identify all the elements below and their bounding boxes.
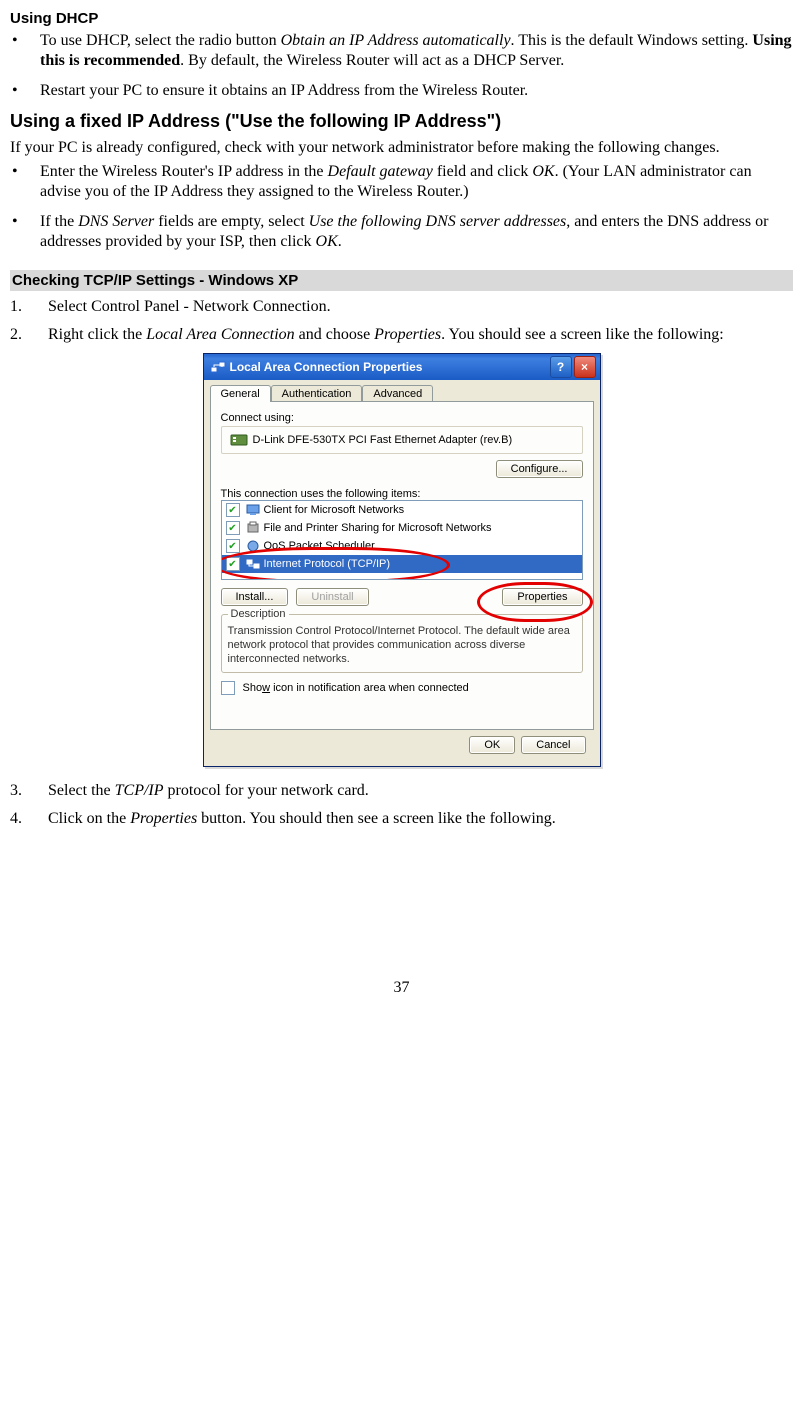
adapter-name: D-Link DFE-530TX PCI Fast Ethernet Adapt…: [253, 434, 513, 446]
title-text: Local Area Connection Properties: [230, 360, 548, 374]
items-listbox[interactable]: ✔ Client for Microsoft Networks ✔ File a…: [221, 500, 583, 580]
checkbox-icon[interactable]: ✔: [226, 521, 240, 535]
text: . You should see a screen like the follo…: [441, 326, 724, 343]
bullet-fixed-1: Enter the Wireless Router's IP address i…: [10, 162, 793, 202]
text: Restart your PC to ensure it obtains an …: [40, 82, 528, 99]
bullet-dhcp-1: To use DHCP, select the radio button Obt…: [10, 31, 793, 71]
text: .: [338, 233, 342, 250]
text: . This is the default Windows setting.: [511, 32, 753, 49]
install-button[interactable]: Install...: [221, 588, 289, 606]
text: OK: [532, 163, 554, 180]
network-icon: [210, 359, 226, 375]
text: TCP/IP: [115, 782, 164, 799]
text: Select Control Panel - Network Connectio…: [48, 298, 331, 315]
description-group: Description Transmission Control Protoco…: [221, 614, 583, 673]
tab-authentication[interactable]: Authentication: [271, 385, 363, 402]
step-1: Select Control Panel - Network Connectio…: [10, 297, 793, 317]
paragraph-fixed-ip: If your PC is already configured, check …: [10, 138, 793, 158]
text: Properties: [374, 326, 441, 343]
tab-advanced[interactable]: Advanced: [362, 385, 433, 402]
checkbox-icon[interactable]: ✔: [226, 539, 240, 553]
text: field and click: [433, 163, 533, 180]
text: Enter the Wireless Router's IP address i…: [40, 163, 328, 180]
checkbox-icon[interactable]: ✔: [226, 503, 240, 517]
cancel-button[interactable]: Cancel: [521, 736, 585, 754]
nic-icon: [229, 430, 249, 450]
configure-button[interactable]: Configure...: [496, 460, 583, 478]
list-item-label: File and Printer Sharing for Microsoft N…: [264, 522, 492, 534]
help-button[interactable]: ?: [550, 356, 572, 378]
fileprint-icon: [246, 521, 260, 535]
tcpip-icon: [246, 557, 260, 571]
list-item-selected[interactable]: ✔ Internet Protocol (TCP/IP): [222, 555, 582, 573]
list-item[interactable]: ✔ File and Printer Sharing for Microsoft…: [222, 519, 582, 537]
text: . By default, the Wireless Router will a…: [180, 52, 564, 69]
bullet-fixed-2: If the DNS Server fields are empty, sele…: [10, 212, 793, 252]
text: DNS Server: [78, 213, 154, 230]
list-item[interactable]: ✔ QoS Packet Scheduler: [222, 537, 582, 555]
list-item-label: Internet Protocol (TCP/IP): [264, 558, 391, 570]
uninstall-button: Uninstall: [296, 588, 368, 606]
heading-using-dhcp: Using DHCP: [10, 10, 793, 27]
text: Right click the: [48, 326, 146, 343]
step-2: Right click the Local Area Connection an…: [10, 325, 793, 345]
text: Default gateway: [328, 163, 433, 180]
step-3: Select the TCP/IP protocol for your netw…: [10, 781, 793, 801]
close-button[interactable]: ×: [574, 356, 596, 378]
dialog-lac-properties: Local Area Connection Properties ? × Gen…: [203, 353, 601, 767]
list-item-label: QoS Packet Scheduler: [264, 540, 375, 552]
titlebar[interactable]: Local Area Connection Properties ? ×: [204, 354, 600, 380]
heading-checking-tcpip: Checking TCP/IP Settings - Windows XP: [10, 270, 793, 291]
show-icon-checkbox[interactable]: ✔: [221, 681, 235, 695]
bullet-dhcp-2: Restart your PC to ensure it obtains an …: [10, 81, 793, 101]
page-number: 37: [10, 979, 793, 997]
properties-button[interactable]: Properties: [502, 588, 582, 606]
text: To use DHCP, select the radio button: [40, 32, 281, 49]
qos-icon: [246, 539, 260, 553]
text: button. You should then see a screen lik…: [197, 810, 556, 827]
text: Use the following DNS server addresses: [309, 213, 567, 230]
text: and choose: [295, 326, 375, 343]
description-text: Transmission Control Protocol/Internet P…: [228, 625, 576, 666]
show-icon-label: Show icon in notification area when conn…: [243, 682, 469, 694]
description-label: Description: [228, 608, 289, 620]
connect-using-label: Connect using:: [221, 412, 583, 424]
text: Local Area Connection: [146, 326, 294, 343]
checkbox-icon[interactable]: ✔: [226, 557, 240, 571]
text: Obtain an IP Address automatically: [281, 32, 511, 49]
uses-items-label: This connection uses the following items…: [221, 488, 583, 500]
text: If the: [40, 213, 78, 230]
text: Select the: [48, 782, 115, 799]
heading-fixed-ip: Using a fixed IP Address ("Use the follo…: [10, 111, 793, 132]
client-icon: [246, 503, 260, 517]
list-item[interactable]: ✔ Client for Microsoft Networks: [222, 501, 582, 519]
text: OK: [316, 233, 338, 250]
tab-general[interactable]: General: [210, 385, 271, 402]
ok-button[interactable]: OK: [469, 736, 515, 754]
text: Properties: [130, 810, 197, 827]
text: protocol for your network card.: [164, 782, 369, 799]
text: Click on the: [48, 810, 130, 827]
adapter-field: D-Link DFE-530TX PCI Fast Ethernet Adapt…: [221, 426, 583, 454]
text: fields are empty, select: [154, 213, 308, 230]
step-4: Click on the Properties button. You shou…: [10, 809, 793, 829]
list-item-label: Client for Microsoft Networks: [264, 504, 405, 516]
